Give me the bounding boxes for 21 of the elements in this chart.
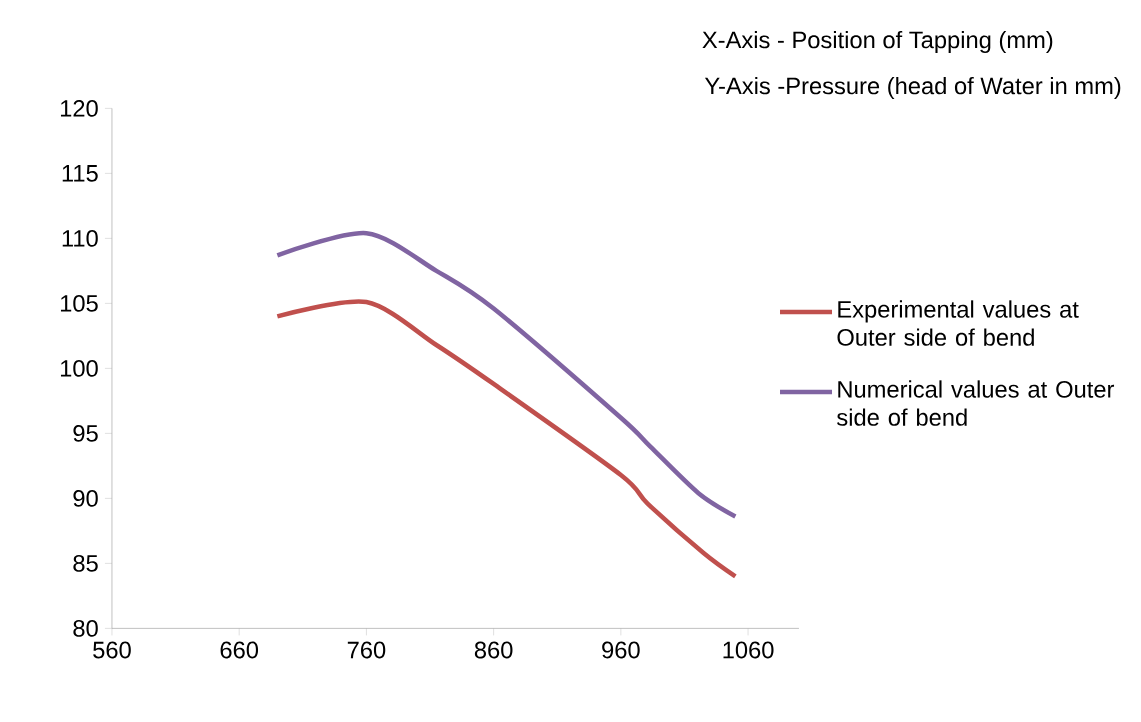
line-series xyxy=(275,299,738,579)
y-tick-label: 80 xyxy=(73,619,98,637)
legend-label: Numerical values at Outer side of bend xyxy=(837,380,1115,426)
x-tick-label: 960 xyxy=(602,641,640,659)
y-axis-title: Y-Axis -Pressure (head of Water in mm) xyxy=(704,76,1121,100)
y-tick-label: 110 xyxy=(62,229,98,247)
x-tick-label: 760 xyxy=(347,641,386,659)
x-tick-label: 1060 xyxy=(723,641,774,659)
y-tick-label: 85 xyxy=(73,554,98,572)
y-tick-label: 95 xyxy=(73,424,98,442)
y-tick-label: 90 xyxy=(73,489,98,507)
x-tick-label: 560 xyxy=(93,641,131,659)
y-tick-label: 100 xyxy=(60,359,98,377)
legend-label: Experimental values at Outer side of bend xyxy=(837,300,1079,346)
x-tick-label: 660 xyxy=(220,641,259,659)
y-tick-label: 105 xyxy=(60,294,98,312)
x-axis-title: X-Axis - Position of Tapping (mm) xyxy=(702,30,1053,54)
x-tick-label: 860 xyxy=(474,641,513,659)
y-tick-label: 115 xyxy=(62,165,98,182)
y-tick-label: 120 xyxy=(60,99,98,117)
line-series xyxy=(275,230,738,519)
